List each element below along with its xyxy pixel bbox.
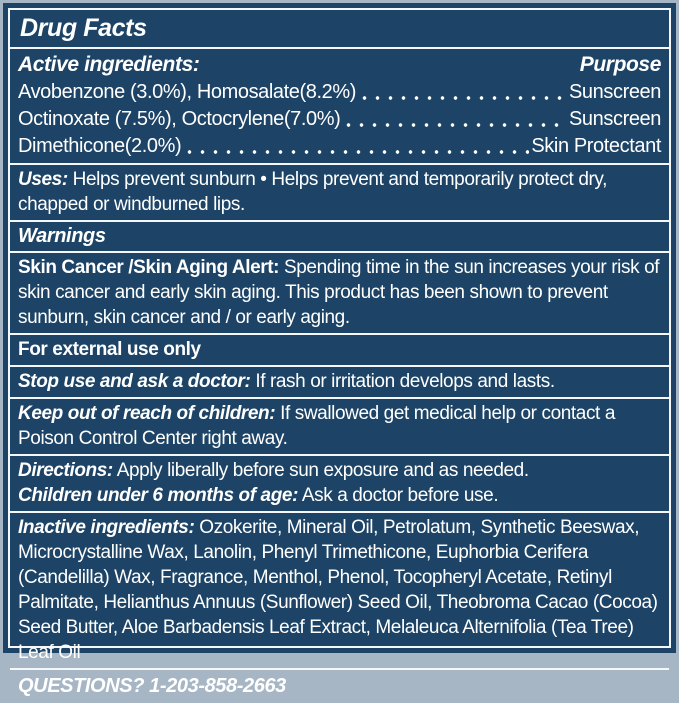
- page-background: Drug Facts Active ingredients: Purpose A…: [3, 3, 676, 697]
- uses-section: Uses: Helps prevent sunburn • Helps prev…: [10, 165, 669, 222]
- ingredient-name: Avobenzone (3.0%), Homosalate(8.2%): [18, 81, 357, 103]
- active-ingredients-section: Active ingredients: Purpose Avobenzone (…: [10, 49, 669, 165]
- active-ingredients-heading: Active ingredients:: [18, 53, 200, 76]
- skin-cancer-alert-label: Skin Cancer /Skin Aging Alert:: [18, 257, 280, 278]
- skin-cancer-alert-section: Skin Cancer /Skin Aging Alert: Spending …: [10, 253, 669, 335]
- drug-facts-title: Drug Facts: [10, 10, 669, 49]
- uses-label: Uses:: [18, 169, 68, 190]
- purpose-heading: Purpose: [579, 53, 662, 76]
- questions-phone: QUESTIONS? 1-203-858-2663: [18, 675, 286, 697]
- inactive-ingredients-section: Inactive ingredients: Ozokerite, Mineral…: [10, 513, 669, 670]
- skin-cancer-alert-text: Spending time in the sun increases your …: [18, 257, 660, 328]
- uses-text: Helps prevent sunburn • Helps prevent an…: [18, 169, 607, 215]
- ingredient-purpose: Sunscreen: [568, 108, 661, 130]
- dot-leader: [342, 119, 567, 129]
- directions-text: Apply liberally before sun exposure and …: [116, 460, 529, 481]
- keep-out-text: If swallowed get medical help or contact…: [18, 403, 615, 449]
- warnings-heading: Warnings: [10, 222, 669, 253]
- children-text: Ask a doctor before use.: [301, 485, 499, 506]
- stop-use-section: Stop use and ask a doctor: If rash or ir…: [10, 367, 669, 399]
- inactive-ingredients-text: Ozokerite, Mineral Oil, Petrolatum, Synt…: [18, 517, 658, 663]
- label-panel: Drug Facts Active ingredients: Purpose A…: [8, 8, 671, 697]
- active-ingredients-header: Active ingredients: Purpose: [18, 51, 661, 79]
- ingredient-name: Dimethicone(2.0%): [18, 135, 182, 157]
- drug-facts-label: Drug Facts Active ingredients: Purpose A…: [3, 3, 676, 697]
- stop-use-text: If rash or irritation develops and lasts…: [255, 371, 555, 392]
- stop-use-label: Stop use and ask a doctor:: [18, 371, 251, 392]
- ingredient-row: Dimethicone(2.0%) Skin Protectant: [18, 133, 661, 160]
- ingredient-purpose: Skin Protectant: [531, 135, 661, 157]
- keep-out-section: Keep out of reach of children: If swallo…: [10, 399, 669, 456]
- ingredient-name: Octinoxate (7.5%), Octocrylene(7.0%): [18, 108, 341, 130]
- keep-out-label: Keep out of reach of children:: [18, 403, 276, 424]
- ingredient-row: Avobenzone (3.0%), Homosalate(8.2%) Suns…: [18, 79, 661, 106]
- dot-leader: [358, 92, 567, 102]
- ingredient-purpose: Sunscreen: [568, 81, 661, 103]
- ingredient-row: Octinoxate (7.5%), Octocrylene(7.0%) Sun…: [18, 106, 661, 133]
- directions-section: Directions: Apply liberally before sun e…: [10, 456, 669, 513]
- children-label: Children under 6 months of age:: [18, 485, 299, 506]
- external-use-statement: For external use only: [10, 335, 669, 367]
- inactive-ingredients-label: Inactive ingredients:: [18, 517, 195, 538]
- directions-label: Directions:: [18, 460, 113, 481]
- dot-leader: [183, 146, 530, 156]
